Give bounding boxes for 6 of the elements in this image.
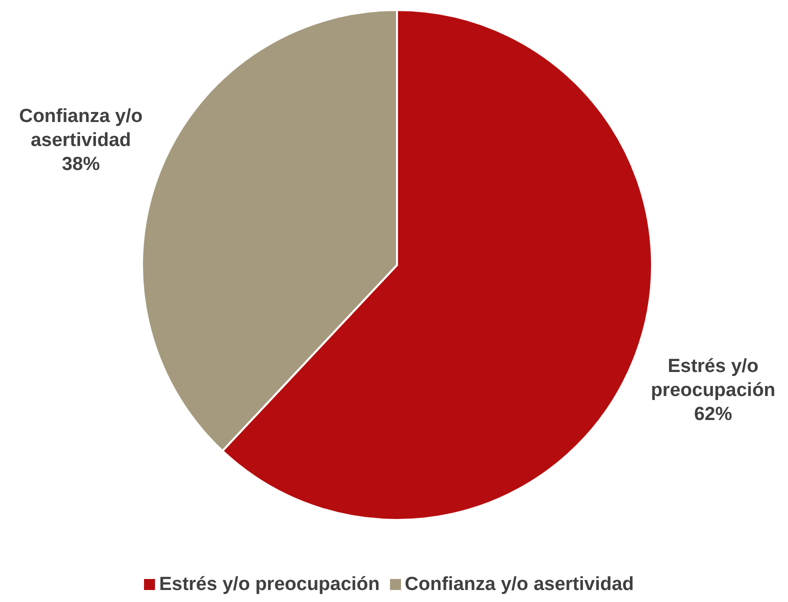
slice-label: Confianza y/o asertividad [19, 105, 143, 150]
slice-label: Estrés y/o preocupación [650, 356, 776, 401]
data-label: 62% [694, 404, 732, 425]
legend-label: Confianza y/o asertividad [404, 574, 634, 595]
data-label: 38% [62, 153, 100, 174]
legend-label: Estrés y/o preocupación [159, 574, 380, 595]
